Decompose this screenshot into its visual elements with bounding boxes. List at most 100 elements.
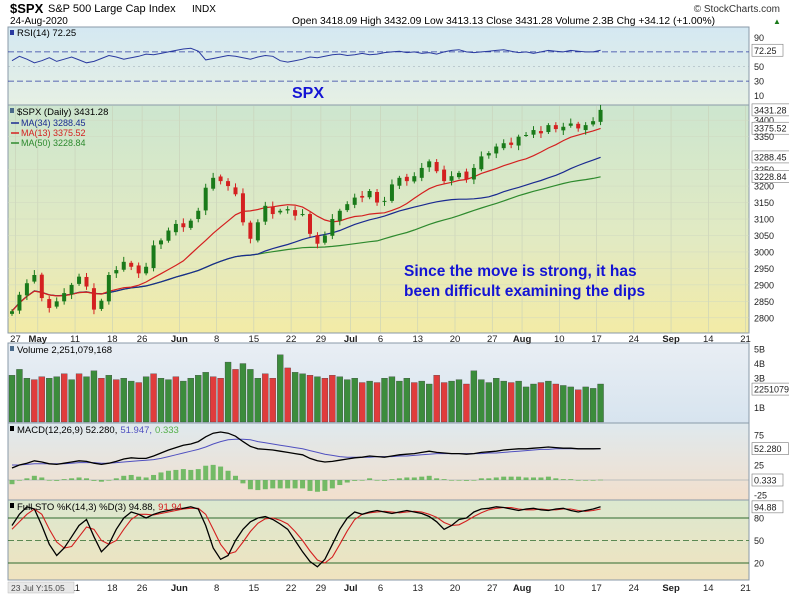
- candle-body: [300, 214, 305, 216]
- x-tick-label: 8: [214, 334, 219, 345]
- macd-hist-bar: [247, 480, 253, 490]
- chart-header: $SPX S&P 500 Large Cap Index INDX 24-Aug…: [10, 1, 781, 27]
- volume-bar: [269, 378, 276, 423]
- volume-bar: [150, 373, 157, 423]
- volume-bar: [336, 376, 343, 423]
- price-tick: 3228.84: [754, 172, 787, 182]
- macd-hist-bar: [195, 469, 201, 480]
- x-tick-label-bottom: Sep: [662, 583, 680, 594]
- macd-tick: 25: [754, 461, 764, 471]
- x-tick-label: Sep: [662, 334, 680, 345]
- macd-hist-bar: [203, 465, 209, 480]
- volume-bar: [381, 378, 388, 423]
- sto-k-legend: Full STO %K(14,3) %D(3) 94.88,: [17, 502, 155, 513]
- macd-hist-bar: [121, 475, 127, 480]
- candle-body: [404, 176, 409, 182]
- candle-body: [538, 131, 543, 134]
- volume-bar: [388, 376, 396, 423]
- volume-bar: [247, 369, 254, 423]
- candle-body: [561, 126, 566, 131]
- macd-hist-bar: [560, 479, 566, 480]
- candle-body: [308, 214, 312, 234]
- change-arrow-icon: ▲: [773, 17, 781, 26]
- volume-bar: [187, 378, 194, 423]
- candle-body: [494, 146, 499, 154]
- candle-body: [397, 177, 402, 186]
- price-tick: 3200: [754, 182, 774, 192]
- macd-hist-bar: [471, 480, 477, 481]
- rsi-line: [11, 47, 601, 64]
- candle-body: [293, 210, 298, 216]
- macd-hist-bar: [218, 466, 224, 480]
- volume-bar: [321, 378, 329, 423]
- x-tick-label-bottom: 10: [554, 583, 565, 594]
- macd-hist-bar: [493, 477, 499, 480]
- x-tick-label: 21: [740, 334, 751, 345]
- volume-bar: [507, 382, 515, 423]
- candle-body: [144, 266, 149, 274]
- volume-tick: 3B: [754, 374, 765, 384]
- macd-hist-bar: [590, 480, 596, 481]
- candle-body: [255, 222, 260, 241]
- candle-body: [278, 210, 283, 213]
- candle-body: [181, 223, 186, 228]
- volume-bar: [165, 379, 172, 423]
- volume-bar: [366, 380, 373, 423]
- candle-body: [173, 223, 178, 233]
- x-tick-label-bottom: 11: [70, 583, 80, 594]
- macd-hist-bar: [292, 480, 298, 489]
- volume-bar: [396, 380, 403, 423]
- volume-bar: [351, 378, 358, 423]
- volume-tick: 2251079168: [754, 385, 789, 395]
- volume-bar: [224, 361, 232, 423]
- sto-tick: 20: [754, 559, 764, 569]
- macd-hist-bar: [270, 480, 276, 489]
- grid-lines: [8, 106, 749, 332]
- macd-hist-bar: [188, 469, 194, 480]
- chart-date: 24-Aug-2020: [10, 16, 68, 27]
- x-tick-label: 17: [591, 334, 602, 345]
- sto-d-legend: 91.94: [158, 502, 182, 513]
- macd-hist-bar: [538, 477, 544, 480]
- volume-bar: [120, 378, 127, 423]
- macd-hist-bar: [277, 480, 283, 489]
- macd-hist-bar: [344, 480, 350, 483]
- volume-bar: [575, 389, 582, 423]
- macd-hist-bar: [575, 480, 581, 481]
- macd-hist-bar: [568, 479, 574, 480]
- macd-hist-bar: [240, 480, 246, 484]
- candle-body: [501, 143, 506, 149]
- candle-body: [24, 283, 29, 296]
- volume-bar: [552, 383, 559, 423]
- volume-bar: [135, 382, 142, 423]
- price-legend-label: $SPX (Daily) 3431.28: [17, 107, 108, 118]
- candle-body: [419, 167, 424, 178]
- signal-legend-value: 51.947,: [120, 425, 152, 436]
- macd-hist-bar: [329, 480, 335, 489]
- candle-body: [412, 176, 417, 182]
- x-tick-label-bottom: 14: [703, 583, 714, 594]
- ma13-legend: MA(13) 3375.52: [21, 128, 86, 138]
- candle-body: [479, 156, 484, 170]
- candle-body: [471, 167, 476, 180]
- x-tick-label-bottom: 18: [107, 583, 118, 594]
- x-tick-label: 6: [378, 334, 383, 345]
- volume-bar: [232, 369, 239, 423]
- x-tick-label: 27: [487, 334, 498, 345]
- volume-bar: [299, 373, 306, 423]
- volume-bar: [470, 370, 478, 423]
- macd-tick: 52.280: [754, 444, 782, 454]
- candle-body: [91, 288, 96, 310]
- macd-line: [11, 431, 601, 469]
- x-tick-label: 22: [286, 334, 297, 345]
- x-tick-label-bottom: 22: [286, 583, 297, 594]
- macd-hist-bar: [69, 478, 75, 480]
- candle-body: [516, 136, 521, 146]
- macd-tick-box: [751, 473, 784, 487]
- macd-hist-bar: [173, 469, 179, 480]
- price-series: [10, 104, 603, 316]
- stochastic-legend-label: Full STO %K(14,3) %D(3) 94.88, 91.94: [17, 502, 182, 513]
- volume-bar: [515, 380, 522, 423]
- stochastic-legend: Full STO %K(14,3) %D(3) 94.88, 91.94: [10, 502, 182, 513]
- macd-hist-bar: [598, 479, 604, 481]
